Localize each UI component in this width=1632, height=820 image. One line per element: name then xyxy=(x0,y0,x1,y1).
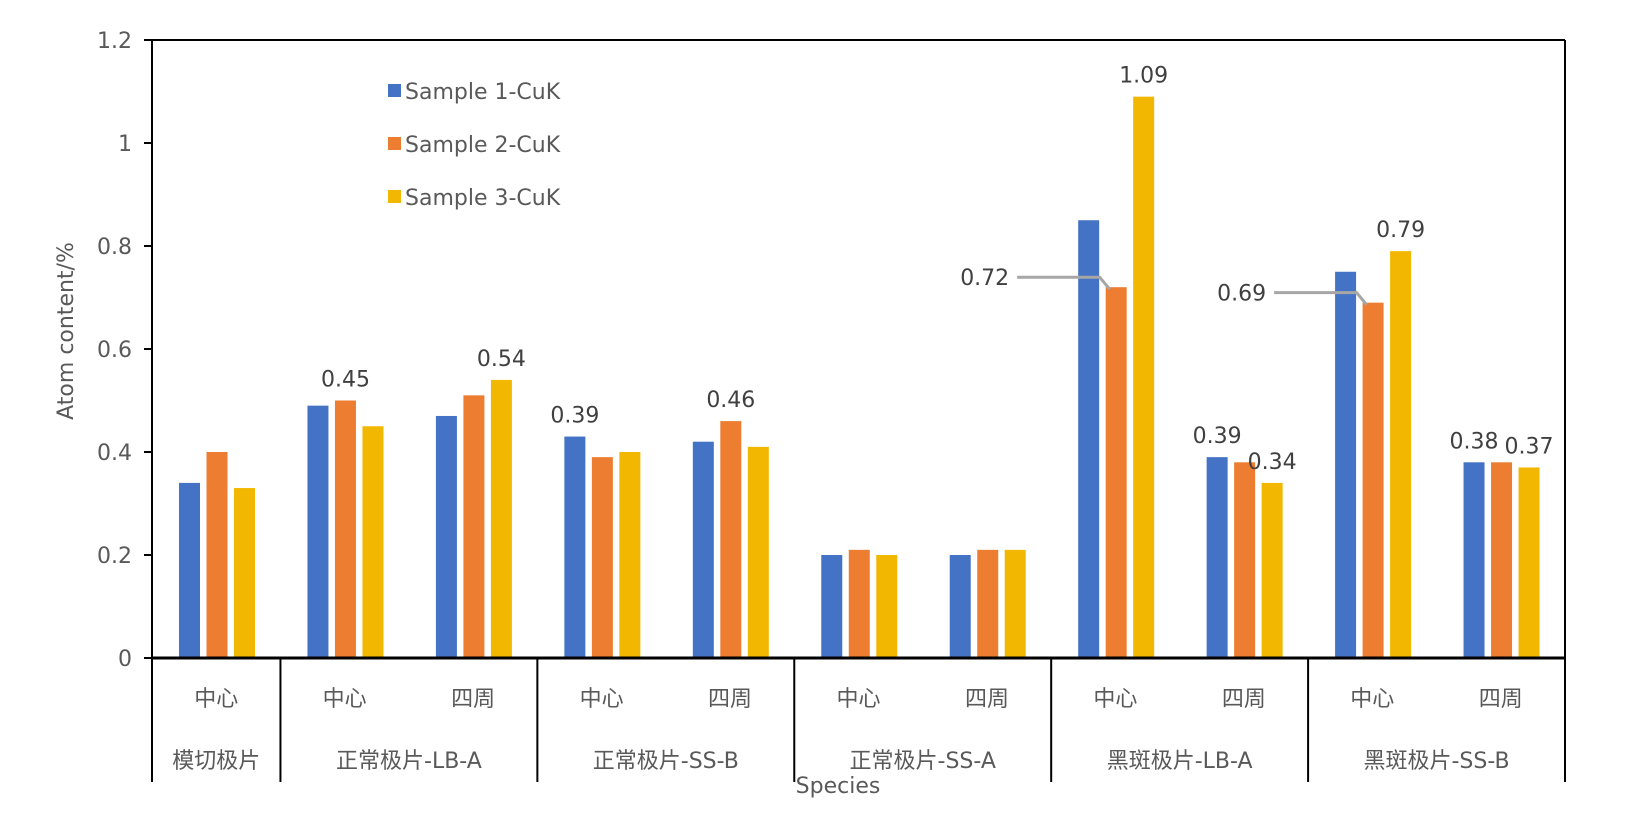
bar xyxy=(1133,96,1155,658)
subcategory-label: 四周 xyxy=(708,687,752,712)
bar xyxy=(1362,302,1384,658)
bar xyxy=(977,549,999,658)
bar xyxy=(821,555,843,658)
y-tick-label: 0.8 xyxy=(97,235,132,260)
data-label: 0.38 xyxy=(1450,429,1499,454)
bar xyxy=(564,436,586,658)
bar xyxy=(591,457,613,658)
bar xyxy=(1234,462,1256,658)
group-label: 模切极片 xyxy=(172,749,260,774)
bar xyxy=(490,379,512,658)
y-axis-title: Atom content/% xyxy=(54,242,79,420)
data-label: 0.54 xyxy=(477,347,526,372)
data-label: 0.34 xyxy=(1248,450,1297,475)
data-label: 0.46 xyxy=(706,388,755,413)
y-tick-label: 1 xyxy=(118,132,132,157)
data-label: 0.79 xyxy=(1376,218,1425,243)
y-tick-label: 0.6 xyxy=(97,338,132,363)
legend-label: Sample 1-CuK xyxy=(405,80,561,105)
plot-frame xyxy=(151,39,1566,782)
subcategory-label: 四周 xyxy=(451,687,495,712)
bar xyxy=(362,426,384,658)
subcategory-label: 中心 xyxy=(1350,687,1394,712)
group-label: 黑斑极片-SS-B xyxy=(1363,749,1509,774)
data-label: 0.45 xyxy=(321,368,370,393)
subcategory-label: 中心 xyxy=(323,687,367,712)
group-label: 正常极片-SS-B xyxy=(593,749,739,774)
bar xyxy=(747,446,769,658)
bar xyxy=(1463,462,1485,658)
y-tick-label: 0.2 xyxy=(97,544,132,569)
data-label: 0.39 xyxy=(1193,424,1242,449)
bar xyxy=(1261,482,1283,658)
bar xyxy=(949,555,971,658)
bar xyxy=(206,452,228,658)
bar xyxy=(1206,457,1228,658)
bar xyxy=(1518,467,1540,658)
subcategory-label: 中心 xyxy=(194,687,238,712)
bar xyxy=(1078,220,1100,658)
bars xyxy=(179,96,1540,658)
legend-swatch xyxy=(388,190,401,203)
bar xyxy=(619,452,641,658)
y-axis-ticks: 0 0.2 0.4 0.6 0.8 1 1.2 xyxy=(97,29,152,672)
bar xyxy=(1105,287,1127,658)
subcategory-label: 中心 xyxy=(580,687,624,712)
data-label: 0.39 xyxy=(550,404,599,429)
bar xyxy=(1004,549,1026,658)
legend-label: Sample 2-CuK xyxy=(405,133,561,158)
bar xyxy=(1390,251,1412,658)
bar xyxy=(334,400,356,658)
data-label: 0.72 xyxy=(960,266,1009,291)
legend-swatch xyxy=(388,84,401,97)
x-axis-title: Species xyxy=(796,774,881,799)
group-label: 正常极片-SS-A xyxy=(850,749,996,774)
bar xyxy=(1491,462,1513,658)
leader-line xyxy=(1017,275,1111,291)
subcategory-label: 中心 xyxy=(1093,687,1137,712)
bar xyxy=(692,441,714,658)
bar xyxy=(234,488,255,658)
legend: Sample 1-CuK Sample 2-CuK Sample 3-CuK xyxy=(388,80,561,211)
bar xyxy=(720,421,742,658)
leader-line xyxy=(1274,291,1368,306)
data-label: 0.37 xyxy=(1505,434,1554,459)
subcategory-label: 中心 xyxy=(836,687,880,712)
subcategory-label: 四周 xyxy=(1479,687,1523,712)
group-label: 黑斑极片-LB-A xyxy=(1107,749,1253,774)
data-label: 0.69 xyxy=(1217,282,1266,307)
group-label: 正常极片-LB-A xyxy=(336,749,482,774)
data-labels: 0.450.540.390.460.721.090.390.340.690.79… xyxy=(321,64,1554,475)
data-label: 1.09 xyxy=(1119,64,1168,89)
subcategory-label: 四周 xyxy=(965,687,1009,712)
bar xyxy=(463,395,485,658)
subcategory-label: 四周 xyxy=(1222,687,1266,712)
y-tick-label: 0 xyxy=(118,647,132,672)
bar xyxy=(179,482,200,658)
y-tick-label: 1.2 xyxy=(97,29,132,54)
legend-swatch xyxy=(388,137,401,150)
bar xyxy=(307,405,329,658)
bar xyxy=(876,555,898,658)
legend-label: Sample 3-CuK xyxy=(405,186,561,211)
bar xyxy=(435,415,457,658)
bar xyxy=(848,549,870,658)
y-tick-label: 0.4 xyxy=(97,441,132,466)
bar xyxy=(1335,271,1357,658)
